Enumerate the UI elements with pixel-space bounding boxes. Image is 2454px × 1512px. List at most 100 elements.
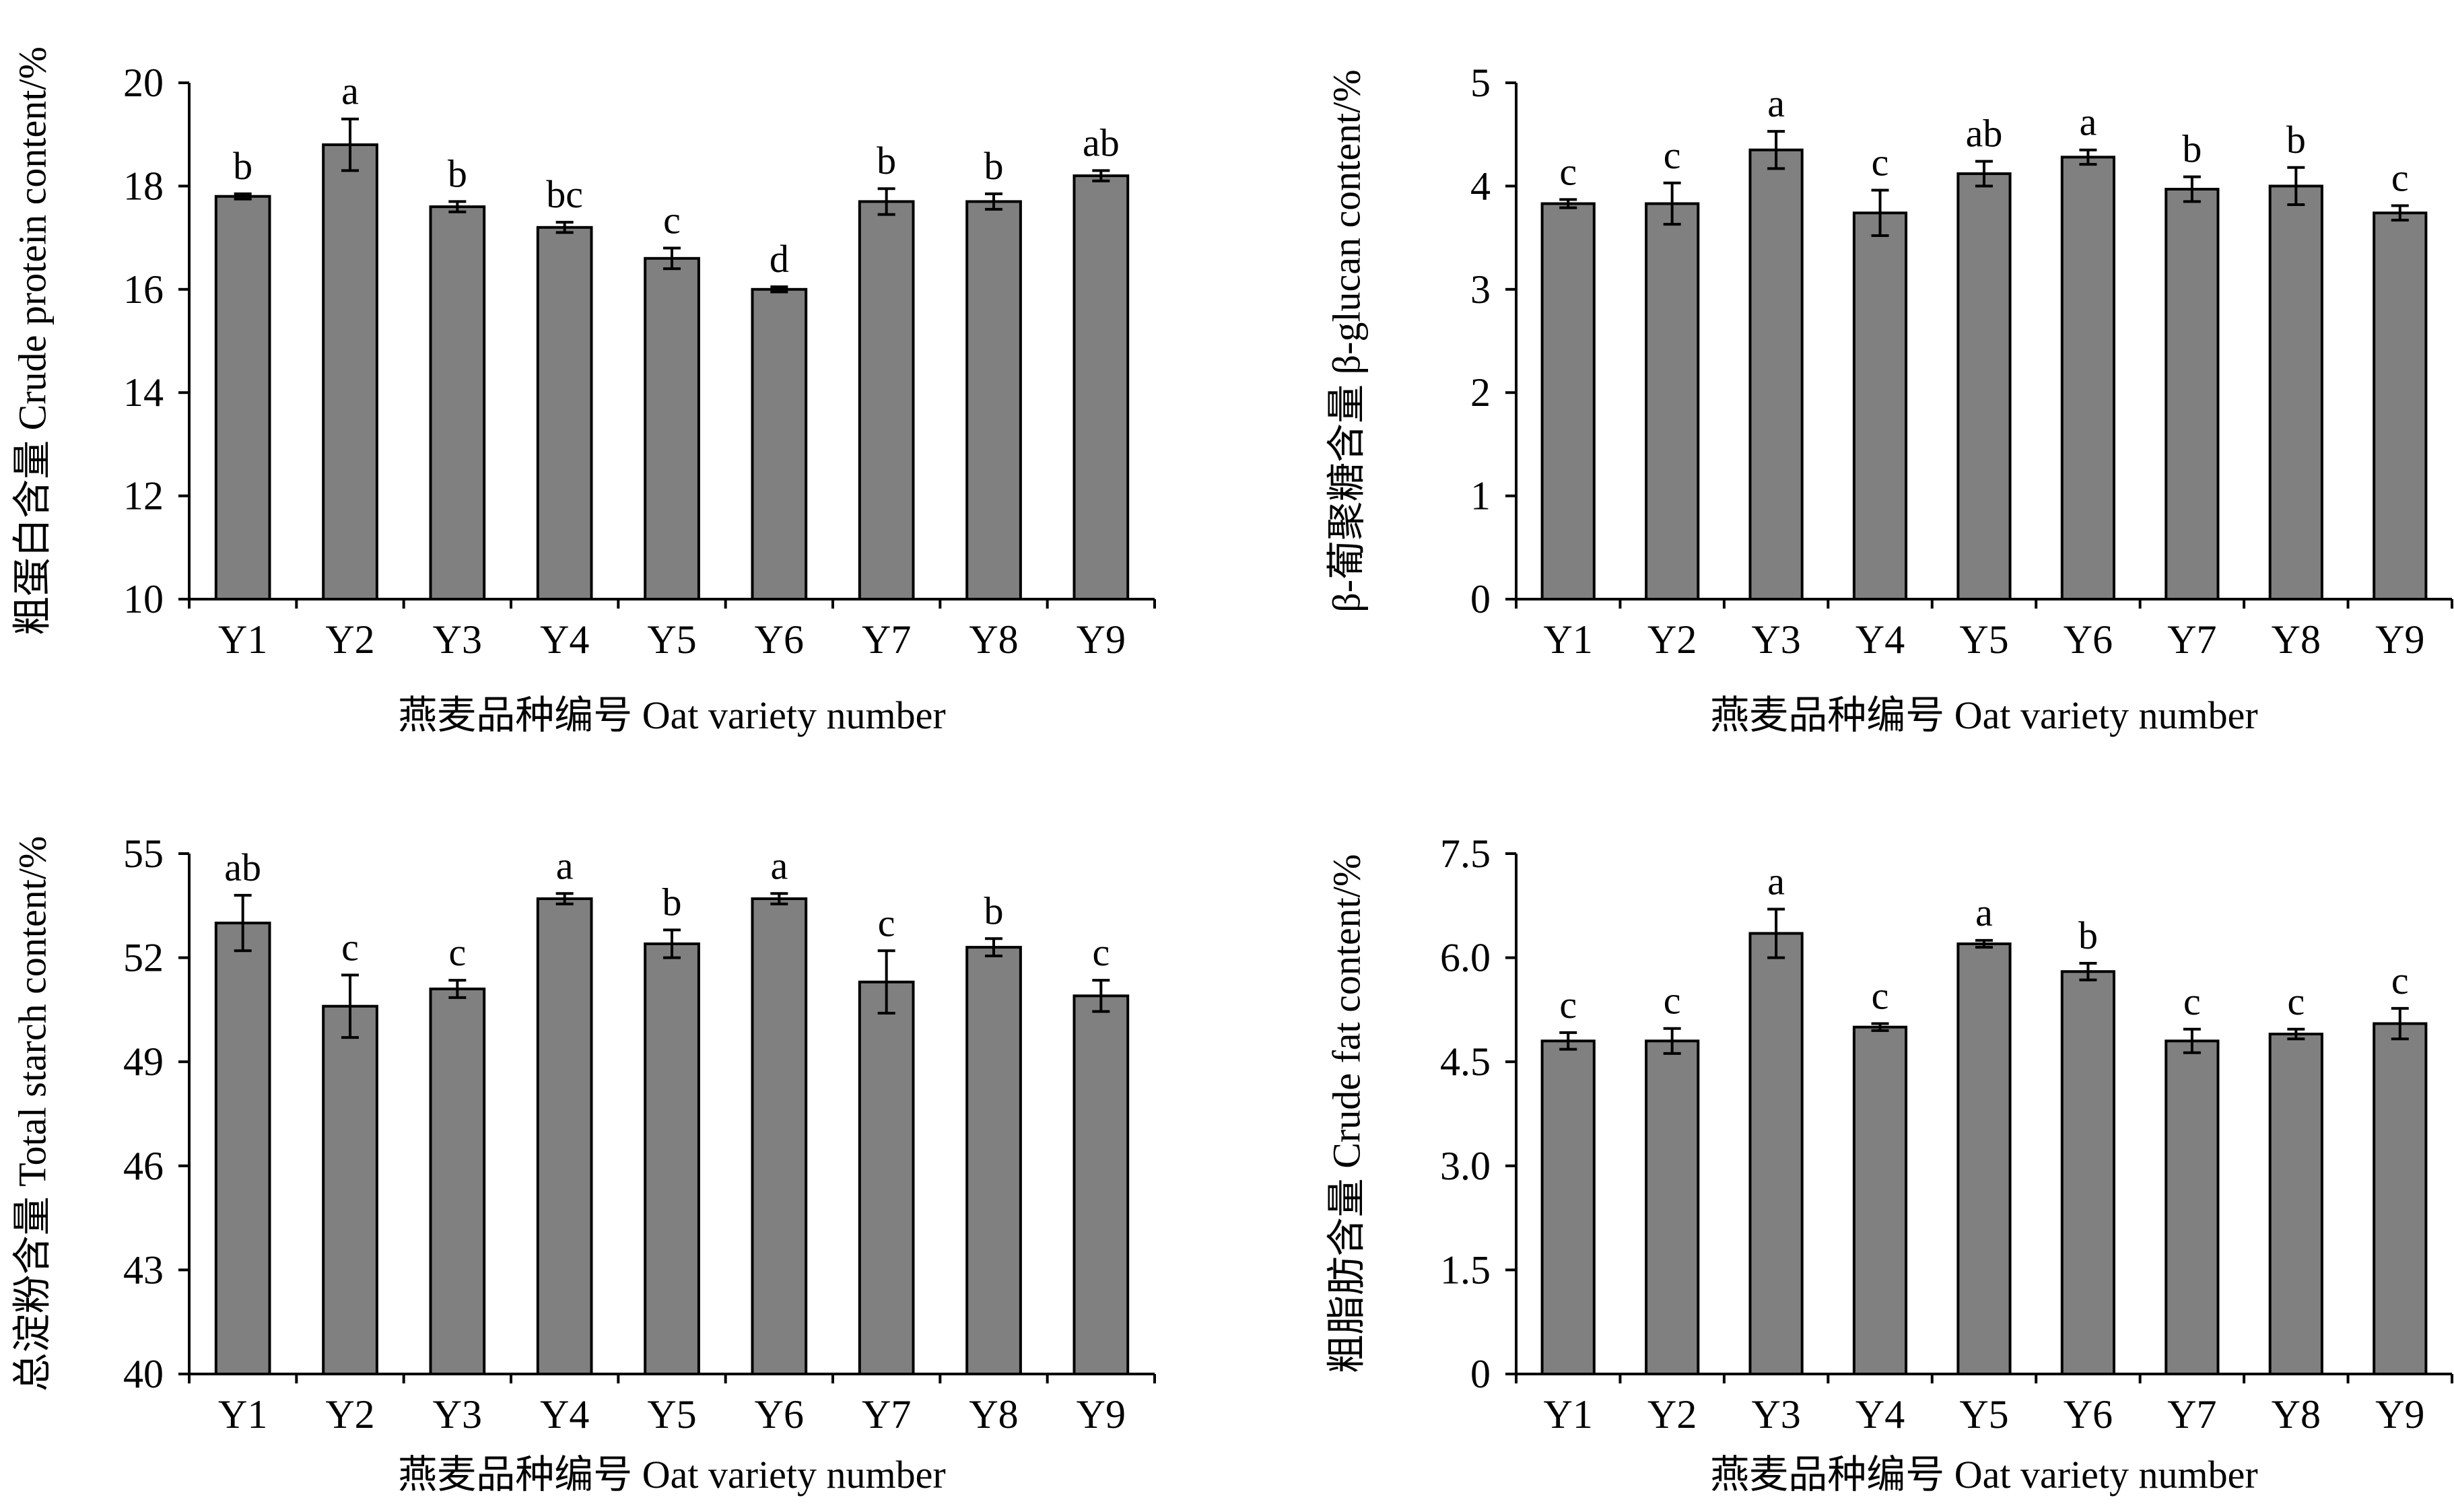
error-bar-y4 (555, 221, 574, 234)
bar-y6 (751, 897, 808, 1375)
significance-label: c (1872, 974, 1889, 1018)
x-tick-label: Y1 (218, 1392, 267, 1437)
error-bar-y5 (663, 928, 681, 959)
error-bar-y7 (877, 187, 895, 216)
x-tick-label: Y5 (1959, 1392, 2008, 1437)
error-bar-y3 (448, 979, 467, 999)
x-tick-label: Y7 (862, 1392, 911, 1437)
x-axis-title: 燕麦品种编号 Oat variety number (398, 693, 945, 737)
y-tick-label: 3.0 (1440, 1144, 1491, 1188)
error-bar-y2 (341, 973, 359, 1039)
error-bar-y3 (448, 200, 467, 213)
x-tick-label: Y4 (540, 617, 589, 662)
bar-y5 (1956, 942, 2012, 1375)
bar-y5 (644, 256, 700, 600)
y-axis-title: 总淀粉含量 Total starch content/% (11, 836, 55, 1391)
x-tick-label: Y5 (647, 617, 696, 662)
x-tick-label: Y2 (1647, 1392, 1697, 1437)
significance-label: c (341, 925, 359, 969)
x-tick-label: Y6 (2064, 617, 2113, 662)
y-tick-label: 16 (123, 267, 164, 312)
y-tick-label: 14 (123, 370, 164, 415)
error-bar-y5 (663, 246, 681, 271)
significance-label: b (233, 144, 252, 188)
x-tick-label: Y4 (1855, 1392, 1905, 1437)
significance-label: c (1559, 983, 1577, 1027)
x-tick-label: Y6 (755, 1392, 804, 1437)
error-bar-y4 (1871, 188, 1889, 238)
error-bar-y2 (341, 117, 359, 172)
error-bar-y8 (985, 192, 1002, 211)
error-bar-y9 (2391, 1006, 2409, 1041)
error-bar-y9 (1092, 979, 1110, 1013)
error-bar-y6 (770, 285, 788, 294)
bar-y3 (1748, 148, 1804, 600)
significance-label: bc (546, 172, 583, 216)
x-tick-label: Y4 (1855, 617, 1905, 662)
significance-label: c (1872, 141, 1889, 184)
y-tick-label: 3 (1470, 267, 1491, 312)
bar-y5 (644, 942, 700, 1375)
y-axis-title: β-葡聚糖含量 β-glucan content/% (1325, 69, 1369, 612)
y-tick-label: 46 (123, 1144, 164, 1188)
error-bar-y6 (770, 892, 788, 905)
significance-label: ab (224, 846, 261, 889)
x-tick-label: Y2 (1647, 617, 1697, 662)
error-bar-y4 (1871, 1022, 1889, 1032)
significance-label: c (2183, 980, 2201, 1023)
y-tick-label: 12 (123, 474, 164, 518)
significance-label: b (2182, 127, 2202, 171)
significance-label: a (1975, 891, 1993, 934)
x-tick-label: Y8 (2272, 1392, 2321, 1437)
bar-y1 (1540, 202, 1596, 600)
x-axis-title: 燕麦品种编号 Oat variety number (1710, 693, 2257, 737)
error-bar-y6 (2079, 148, 2097, 166)
significance-label: c (1664, 979, 1681, 1023)
x-tick-label: Y7 (862, 617, 911, 662)
bar-y8 (965, 946, 1022, 1375)
error-bar-y2 (1663, 181, 1681, 226)
error-bar-y1 (1559, 1031, 1577, 1051)
bar-y5 (1956, 172, 2012, 600)
bar-y9 (1072, 174, 1130, 601)
error-bar-y8 (2287, 1027, 2305, 1041)
significance-label: a (556, 844, 574, 887)
significance-label: c (663, 198, 681, 242)
chart-panel-2: c Y1 c Y2 a Y3 c Y4 ab Y5 a Y6 b Y7 b Y8 c Y9 0 1 2 3 4 5 β-葡聚糖含… (1325, 61, 2453, 737)
significance-label: c (2287, 980, 2305, 1023)
significance-label: a (1767, 860, 1785, 903)
significance-label: ab (1966, 112, 2003, 156)
significance-label: a (341, 69, 359, 113)
y-tick-label: 40 (123, 1352, 164, 1396)
error-bar-y5 (1975, 938, 1993, 949)
bar-y6 (2060, 970, 2116, 1375)
x-tick-label: Y6 (2064, 1392, 2113, 1437)
x-tick-label: Y9 (1077, 1392, 1126, 1437)
error-bar-y8 (2287, 166, 2305, 207)
significance-label: c (2391, 156, 2409, 200)
bar-y8 (2268, 1033, 2323, 1375)
y-tick-label: 52 (123, 936, 164, 980)
y-tick-label: 20 (123, 61, 164, 105)
error-bar-y3 (1767, 130, 1785, 170)
x-tick-label: Y3 (1751, 1392, 1800, 1437)
significance-label: c (448, 930, 466, 974)
x-tick-label: Y8 (969, 1392, 1018, 1437)
significance-label: ab (1083, 121, 1120, 164)
x-tick-label: Y1 (1544, 617, 1593, 662)
x-tick-label: Y7 (2167, 617, 2216, 662)
bar-y4 (1852, 1025, 1908, 1375)
x-tick-label: Y5 (647, 1392, 696, 1437)
error-bar-y8 (985, 937, 1002, 958)
x-tick-label: Y5 (1959, 617, 2008, 662)
x-tick-label: Y4 (540, 1392, 589, 1437)
significance-label: d (770, 237, 789, 281)
y-tick-label: 7.5 (1440, 831, 1491, 876)
x-axis-title: 燕麦品种编号 Oat variety number (398, 1453, 945, 1497)
significance-label: b (984, 144, 1004, 188)
x-tick-label: Y8 (2272, 617, 2321, 662)
bar-y1 (214, 195, 271, 600)
y-tick-label: 49 (123, 1039, 164, 1084)
x-tick-label: Y9 (1077, 617, 1126, 662)
x-tick-label: Y9 (2375, 617, 2424, 662)
